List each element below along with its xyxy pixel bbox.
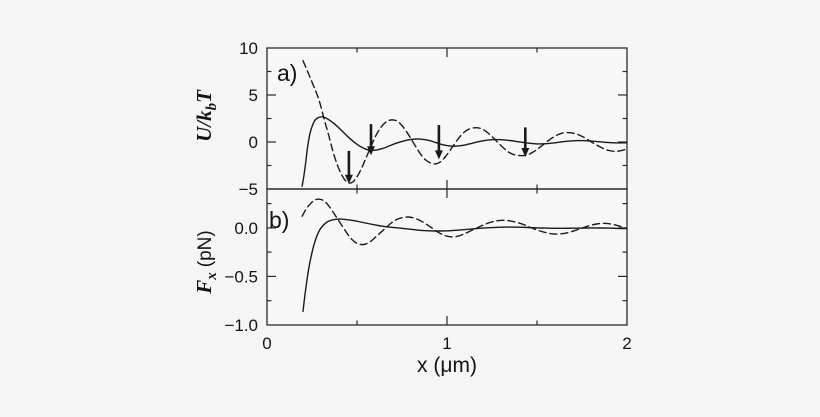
panel-b-solid-curve [302,218,628,313]
marker-arrow-head [344,174,353,184]
panel-b-frame [266,188,628,326]
panel-a-ytick-labels: 10 5 0 −5 [239,39,258,199]
panel-a-ticks [267,48,627,189]
y-tick-label: 0 [249,133,258,152]
y-tick-label: −1.0 [224,316,258,335]
marker-arrow-head [367,146,375,156]
panel-a-solid-curve [301,116,628,187]
panel-b-axis-title: Fx (pN) [192,230,220,294]
panel-b-axis-title-end: (pN) [195,230,216,267]
x-tick-label: 2 [622,334,631,353]
panel-b-curves [301,198,628,313]
panel-a-axis-title-sub: b [204,102,220,110]
panel-a-curves [301,60,628,187]
marker-arrow-head [521,148,530,157]
panel-a-axis-title-end: T [192,89,216,103]
panel-a: 10 5 0 −5 a) U/kbT [192,39,628,199]
x-tick-label: 0 [262,334,271,353]
y-tick-label: 0.0 [234,219,258,238]
y-tick-label: 10 [239,39,258,58]
y-tick-label: −5 [239,180,258,199]
panel-b-ytick-labels: 0.0 −0.5 −1.0 [224,219,258,335]
x-axis-title: x (μm) [417,354,477,377]
marker-arrow-head [434,150,443,160]
xtick-labels: 0 1 2 [262,334,631,353]
panel-b-axis-title-sub: x [204,272,220,281]
y-tick-label: −0.5 [224,267,258,286]
panel-b-letter: b) [269,207,289,233]
panel-a-arrows [344,124,530,184]
panel-a-axis-title-main: U/k [192,110,216,142]
panel-b-dashed-curve [301,198,628,246]
panel-a-letter: a) [277,60,297,86]
y-tick-label: 5 [249,86,258,105]
panel-a-axis-title: U/kbT [192,89,220,142]
panel-b-axis-title-main: F [192,280,216,295]
panel-b: 0.0 −0.5 −1.0 b) Fx (pN) [192,188,628,335]
panel-a-dashed-curve [302,60,628,184]
panel-b-ticks [267,189,627,325]
x-tick-label: 1 [442,334,451,353]
